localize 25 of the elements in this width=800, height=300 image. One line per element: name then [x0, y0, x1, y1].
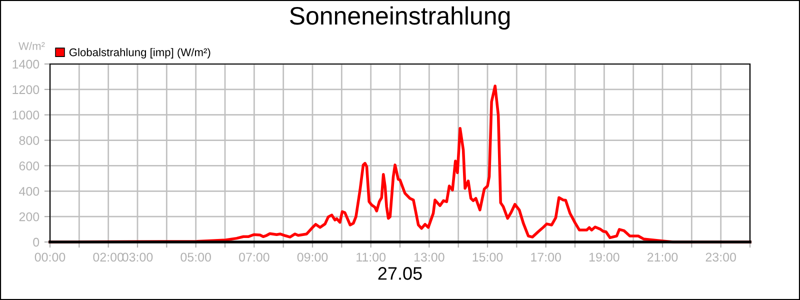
y-tick-label: 1000 [12, 110, 40, 120]
x-tick-label: 19:00 [589, 252, 620, 262]
y-tick-label: 800 [19, 136, 40, 145]
x-tick-label: 23:00 [706, 252, 736, 262]
x-tick-label: 09:00 [297, 252, 328, 262]
y-tick-label: 0 [33, 238, 40, 247]
x-tick-label: 03:00 [122, 252, 153, 262]
x-tick-label: 05:00 [180, 252, 211, 262]
x-tick-label: 21:00 [647, 252, 678, 262]
y-tick-label: 400 [19, 186, 40, 196]
x-tick-label: 15:00 [472, 252, 503, 262]
x-axis-title: 27.05 [378, 267, 422, 280]
x-tick-label: 17:00 [531, 252, 561, 262]
y-tick-label: 1200 [12, 85, 40, 94]
x-tick-label: 11:00 [356, 252, 386, 262]
y-tick-label: 1400 [12, 60, 40, 69]
x-tick-label: 00:00 [34, 252, 66, 262]
y-tick-label: 200 [19, 212, 40, 222]
chart-title: Sonneneinstrahlung [290, 6, 510, 30]
y-tick-label: 600 [19, 162, 40, 170]
legend-label: Globalstrahlung [imp] (W/m²) [69, 48, 210, 58]
y-axis-title: W/m² [18, 42, 45, 50]
x-tick-label: 13:00 [414, 252, 444, 262]
x-tick-label: 07:00 [239, 252, 270, 262]
x-tick-label: 02:00 [93, 252, 124, 262]
